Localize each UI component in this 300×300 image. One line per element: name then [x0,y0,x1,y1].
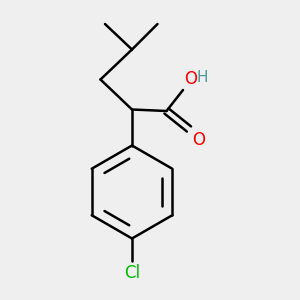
Text: H: H [196,70,208,85]
Text: Cl: Cl [124,264,140,282]
Text: O: O [184,70,197,88]
Text: O: O [192,131,205,149]
